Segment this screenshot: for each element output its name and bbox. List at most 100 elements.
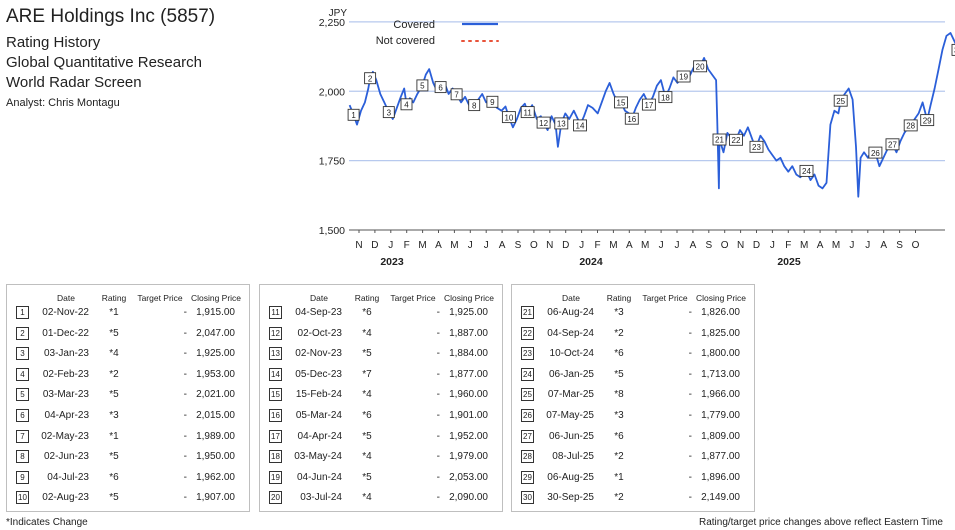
month-label: J — [659, 240, 664, 251]
legend-label: Covered — [393, 19, 435, 31]
rating-marker-label: 18 — [661, 93, 670, 102]
table-row: 6 04-Apr-23 *3 -2,015.00 — [7, 407, 249, 427]
month-label: N — [737, 240, 744, 251]
row-target: - — [688, 451, 692, 463]
rating-marker-label: 1 — [351, 111, 356, 120]
row-rating: *1 — [614, 471, 624, 483]
row-close: 1,960.00 — [449, 389, 488, 401]
rating-marker-box — [868, 146, 883, 159]
row-target: - — [183, 348, 187, 360]
row-rating: *4 — [109, 348, 119, 360]
rating-marker: 9 — [486, 95, 499, 108]
row-number-box: 29 — [521, 470, 534, 484]
row-close: 1,950.00 — [196, 451, 235, 463]
row-rating: *5 — [109, 389, 119, 401]
page-title: ARE Holdings Inc (5857) — [6, 6, 216, 27]
rating-marker: 13 — [554, 117, 569, 130]
row-close: 2,015.00 — [196, 410, 235, 421]
row-target: - — [436, 307, 440, 318]
month-label: A — [499, 240, 506, 251]
row-date: 06-Jun-25 — [548, 430, 594, 442]
rating-marker: 12 — [536, 116, 551, 129]
row-rating: *5 — [362, 348, 372, 360]
row-close: 2,090.00 — [449, 492, 488, 504]
row-number-box: 5 — [16, 388, 29, 402]
month-label: A — [435, 240, 442, 251]
row-number-box: 27 — [521, 429, 534, 443]
rating-marker-label: 23 — [752, 143, 761, 152]
row-target: - — [183, 451, 187, 463]
row-target: - — [436, 471, 440, 483]
rating-marker-label: 2 — [368, 74, 373, 83]
rating-header: Rating — [101, 293, 127, 303]
row-number-box: 8 — [16, 450, 29, 464]
table-row: 26 07-May-25 *3 -1,779.00 — [512, 407, 754, 427]
rating-marker-label: 24 — [802, 167, 811, 176]
row-date: 02-Jun-23 — [43, 451, 89, 463]
row-rating: *3 — [109, 410, 119, 421]
table-row: 9 04-Jul-23 *6 -1,962.00 — [7, 469, 249, 489]
month-label: J — [770, 240, 775, 251]
row-rating: *5 — [109, 492, 119, 504]
rating-marker: 21 — [712, 133, 727, 146]
row-close: 1,915.00 — [196, 307, 235, 318]
row-target: - — [436, 430, 440, 442]
rating-marker-box — [658, 91, 673, 104]
row-number-box: 3 — [16, 347, 29, 361]
row-number-box: 18 — [269, 450, 282, 464]
y-tick-label: 1,500 — [319, 225, 345, 237]
target-header: Target Price — [390, 293, 436, 303]
row-number-box: 1 — [16, 306, 29, 319]
table-row: 10 02-Aug-23 *5 -1,907.00 — [7, 489, 249, 509]
row-target: - — [436, 389, 440, 401]
row-date: 03-Mar-23 — [42, 389, 89, 401]
rating-marker-label: 4 — [404, 101, 409, 110]
row-target: - — [688, 389, 692, 401]
month-label: F — [594, 240, 600, 251]
rating-marker: 14 — [573, 119, 587, 132]
rating-marker: 16 — [624, 112, 639, 125]
row-close: 1,953.00 — [196, 368, 235, 380]
rating-marker-label: 28 — [906, 122, 915, 131]
row-rating: *2 — [614, 451, 624, 463]
row-number-box: 21 — [521, 306, 534, 319]
month-label: O — [530, 240, 538, 251]
row-date: 05-Dec-23 — [295, 368, 342, 380]
rating-header: Rating — [354, 293, 380, 303]
year-label: 2024 — [579, 256, 603, 268]
rating-table: Date Rating Target Price Closing Price 1 02-N… — [6, 284, 250, 512]
table-row: 1 02-Nov-22 *1 -1,915.00 — [7, 304, 249, 324]
row-close: 2,053.00 — [449, 471, 488, 483]
table-row: 16 05-Mar-24 *6 -1,901.00 — [260, 407, 502, 427]
month-label: S — [896, 240, 903, 251]
y-axis-label: JPY — [329, 8, 348, 19]
row-date: 30-Sep-25 — [547, 492, 594, 504]
table-row: 14 05-Dec-23 *7 -1,877.00 — [260, 366, 502, 386]
analyst-name: Analyst: Chris Montagu — [6, 97, 120, 109]
rating-marker-label: 26 — [871, 149, 880, 158]
table-row: 2 01-Dec-22 *5 -2,047.00 — [7, 325, 249, 345]
row-close: 1,901.00 — [449, 410, 488, 421]
row-date: 07-Mar-25 — [547, 389, 594, 401]
month-label: M — [800, 240, 808, 251]
row-number-box: 13 — [269, 347, 282, 361]
row-rating: *8 — [614, 389, 624, 401]
row-number-box: 19 — [269, 470, 282, 484]
rating-marker-label: 13 — [557, 120, 566, 129]
row-close: 1,884.00 — [449, 348, 488, 360]
rating-marker-box — [364, 72, 377, 85]
target-header: Target Price — [137, 293, 183, 303]
row-date: 04-Apr-24 — [297, 430, 342, 442]
row-close: 2,047.00 — [196, 327, 235, 339]
row-target: - — [688, 348, 692, 360]
table-row: 7 02-May-23 *1 -1,989.00 — [7, 428, 249, 448]
legend-label: Not covered — [376, 35, 435, 47]
rating-marker-label: 22 — [732, 136, 741, 145]
row-number-box: 28 — [521, 450, 534, 464]
table-row: 29 06-Aug-25 *1 -1,896.00 — [512, 469, 754, 489]
row-number-box: 20 — [269, 491, 282, 505]
rating-marker-box — [416, 79, 429, 92]
row-target: - — [183, 307, 187, 318]
rating-marker: 20 — [693, 60, 708, 73]
